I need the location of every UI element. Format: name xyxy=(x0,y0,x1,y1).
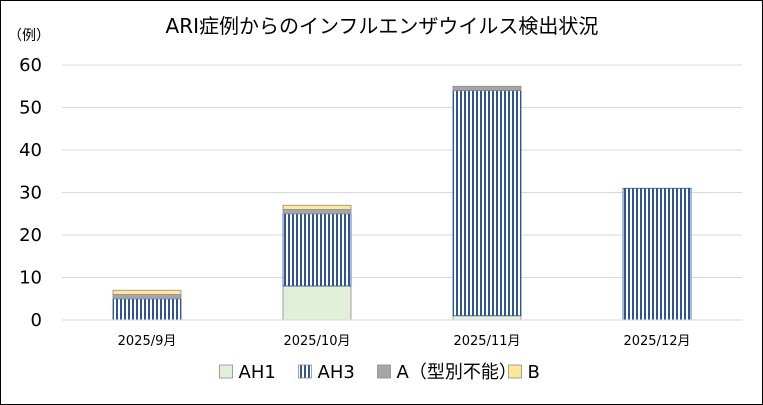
legend-swatch xyxy=(377,364,391,379)
legend-label: AH1 xyxy=(239,362,276,383)
bar-2-4 xyxy=(622,187,692,321)
y-tick-label: 40 xyxy=(19,140,42,161)
y-tick-labels: 0 10 20 30 40 50 60 xyxy=(19,55,42,331)
bar-2-2 xyxy=(282,213,352,287)
bar-3-2 xyxy=(282,209,352,215)
y-tick-label: 20 xyxy=(19,225,42,246)
bar-3-3 xyxy=(452,85,522,91)
y-tick-label: 50 xyxy=(19,98,42,119)
bar-2-1 xyxy=(112,298,182,321)
legend-label: AH3 xyxy=(318,362,355,383)
x-tick-label: 2025/9月 xyxy=(118,334,177,349)
x-tick-label: 2025/12月 xyxy=(623,334,690,349)
x-tick-labels: 2025/9月 2025/10月 2025/11月 2025/12月 xyxy=(118,334,691,349)
chart-title: ARI症例からのインフルエンザウイルス検出状況 xyxy=(166,14,599,38)
legend-label: A（型別不能） xyxy=(397,362,517,383)
legend-swatch xyxy=(298,364,312,379)
bar-4-1 xyxy=(112,289,182,295)
legend-swatch xyxy=(219,364,233,379)
bar-3-1 xyxy=(112,294,182,300)
y-tick-label: 30 xyxy=(19,183,42,204)
legend-swatch xyxy=(508,364,522,379)
legend-label: B xyxy=(528,362,540,383)
bar-1-2 xyxy=(282,285,352,321)
y-axis-unit: （例） xyxy=(8,28,50,44)
y-tick-label: 10 xyxy=(19,268,42,289)
y-tick-label: 60 xyxy=(19,55,42,76)
y-tick-label: 0 xyxy=(31,310,42,331)
bars xyxy=(112,85,692,321)
bar-2-3 xyxy=(452,90,522,317)
bar-1-3 xyxy=(452,315,522,321)
legend: AH1 AH3 A（型別不能） B xyxy=(219,362,540,383)
bar-4-2 xyxy=(282,204,352,210)
x-tick-label: 2025/10月 xyxy=(283,334,350,349)
x-tick-label: 2025/11月 xyxy=(453,334,520,349)
